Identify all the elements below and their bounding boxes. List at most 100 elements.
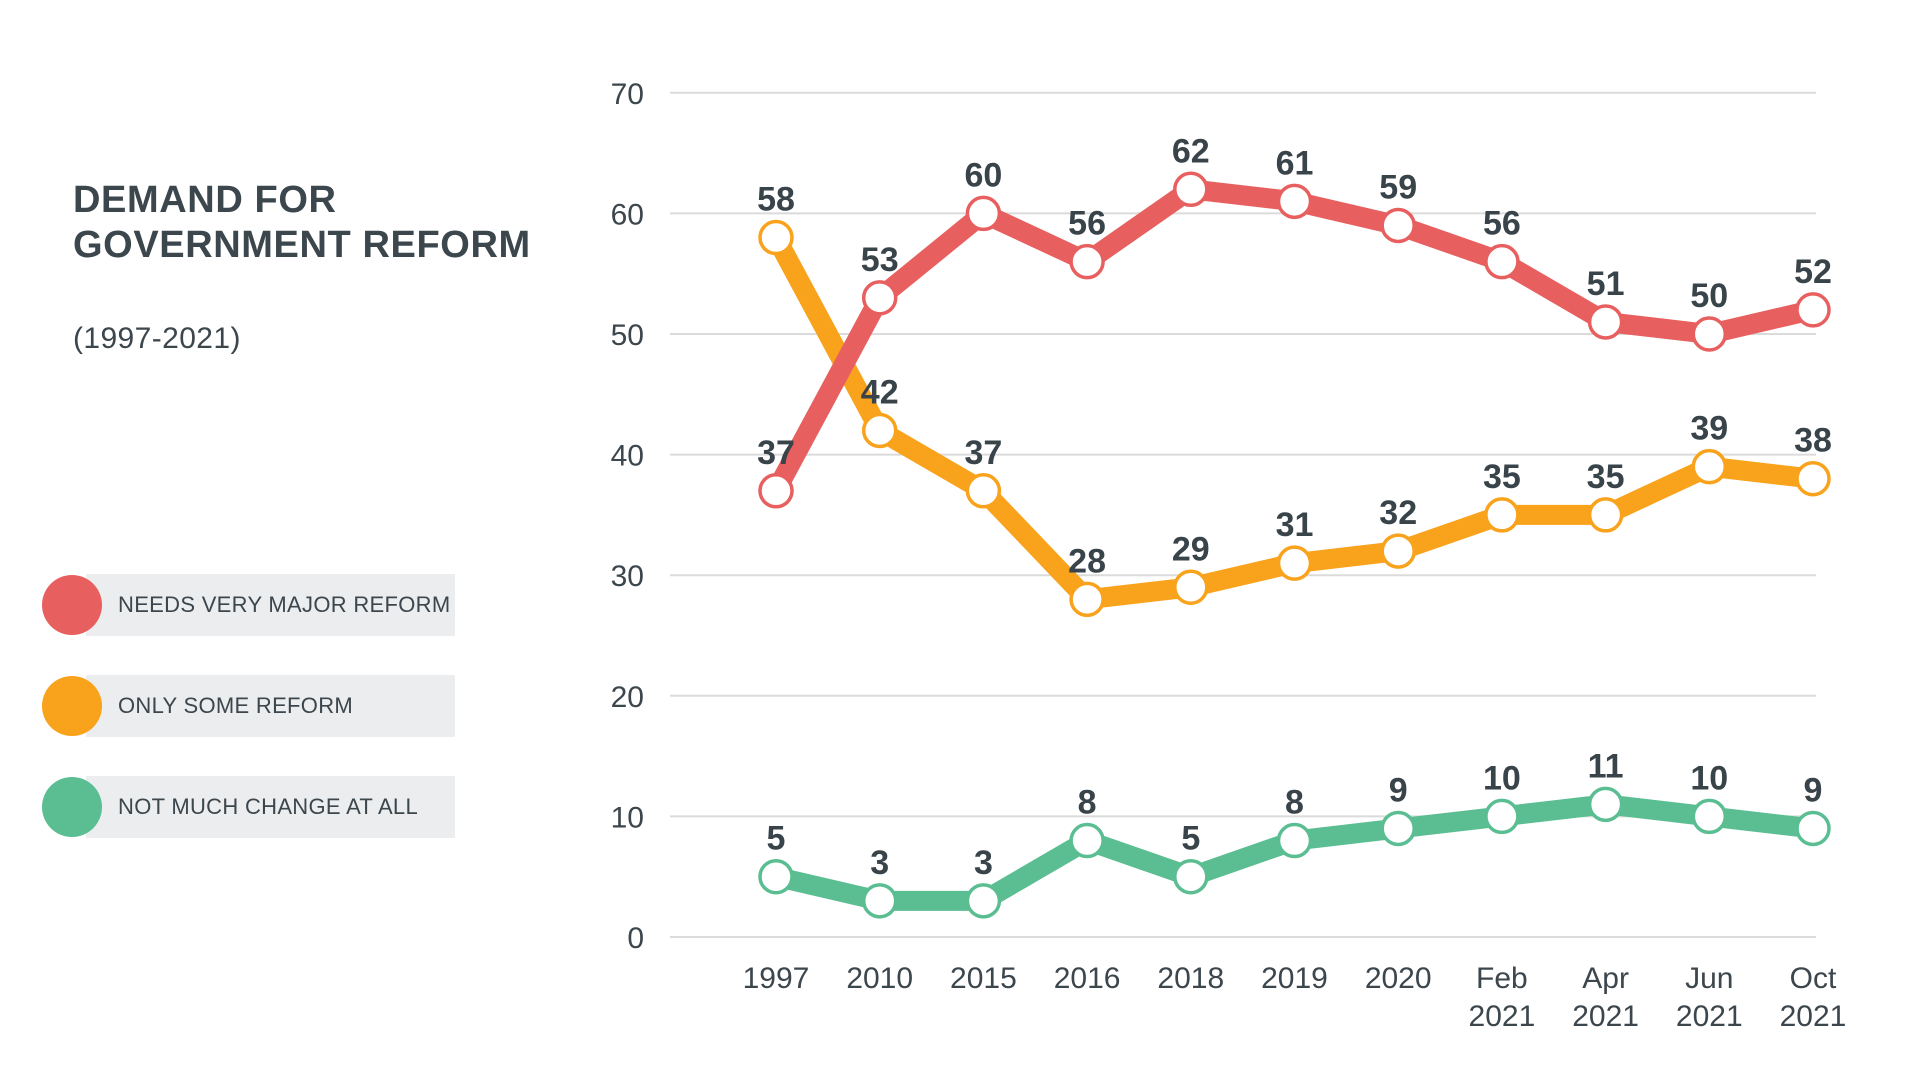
legend-item-0: NEEDS VERY MAJOR REFORM (42, 574, 455, 636)
legend-label: ONLY SOME REFORM (118, 693, 354, 718)
data-point-0-1 (861, 280, 898, 316)
data-point-1-5 (1276, 545, 1313, 581)
x-axis-tick-4: 2018 (1157, 962, 1224, 995)
data-label-0-6: 59 (1379, 168, 1417, 206)
data-label-2-8: 11 (1588, 747, 1624, 785)
data-label-2-5: 8 (1285, 784, 1304, 822)
data-point-0-0 (758, 473, 794, 509)
x-axis-tick-9: Jun 2021 (1676, 962, 1743, 1033)
chart-title: DEMAND FOR GOVERNMENT REFORM (73, 179, 531, 266)
data-label-1-9: 39 (1690, 410, 1728, 448)
y-axis-tick-10: 10 (611, 801, 644, 834)
x-axis-tick-1: 2010 (846, 962, 913, 995)
data-label-0-0: 37 (757, 434, 795, 472)
data-point-1-2 (965, 473, 1002, 509)
data-point-1-8 (1587, 497, 1624, 533)
data-point-2-4 (1173, 858, 1209, 895)
data-label-2-9: 10 (1690, 759, 1728, 797)
data-point-2-10 (1795, 810, 1831, 847)
title-block: DEMAND FOR GOVERNMENT REFORM (73, 178, 613, 268)
legend-chip (86, 675, 455, 737)
data-label-1-1: 42 (861, 373, 899, 411)
data-point-2-1 (861, 883, 898, 919)
data-point-0-4 (1173, 171, 1209, 208)
data-point-2-7 (1484, 798, 1520, 835)
legend-item-1: ONLY SOME REFORM (42, 675, 455, 737)
legend-chip (86, 776, 455, 838)
data-point-2-2 (965, 883, 1002, 919)
legend-color-dot (42, 777, 102, 837)
data-label-1-7: 35 (1483, 458, 1521, 496)
y-axis-tick-30: 30 (611, 560, 644, 593)
data-label-1-8: 35 (1587, 458, 1625, 496)
y-axis-tick-0: 0 (627, 922, 644, 955)
data-label-0-5: 61 (1276, 144, 1314, 182)
data-label-1-4: 29 (1172, 530, 1210, 568)
y-axis-tick-40: 40 (611, 440, 644, 473)
data-point-0-6 (1380, 207, 1416, 244)
data-label-2-1: 3 (870, 844, 889, 882)
series-line-0 (766, 179, 1823, 501)
data-point-2-9 (1691, 798, 1728, 835)
data-label-0-10: 52 (1794, 253, 1832, 291)
data-point-2-5 (1276, 822, 1313, 859)
data-point-1-6 (1380, 533, 1416, 569)
data-point-1-3 (1069, 581, 1105, 618)
legend-chip (86, 574, 455, 636)
data-point-2-6 (1380, 810, 1416, 847)
data-label-1-2: 37 (964, 434, 1002, 472)
y-axis-tick-20: 20 (611, 681, 644, 714)
data-label-0-7: 56 (1483, 205, 1521, 243)
data-label-2-6: 9 (1389, 771, 1408, 809)
data-point-2-0 (758, 858, 794, 895)
data-point-1-9 (1691, 448, 1728, 485)
legend-color-dot (42, 676, 102, 736)
data-label-1-5: 31 (1276, 506, 1314, 544)
x-axis-tick-7: Feb 2021 (1469, 962, 1536, 1033)
data-point-0-7 (1484, 243, 1520, 280)
y-axis-tick-50: 50 (611, 319, 644, 352)
legend-label: NEEDS VERY MAJOR REFORM (118, 592, 451, 617)
data-label-0-9: 50 (1690, 277, 1728, 315)
data-point-0-5 (1276, 183, 1313, 220)
data-label-0-1: 53 (861, 241, 899, 279)
data-label-1-10: 38 (1794, 422, 1832, 460)
data-label-2-2: 3 (974, 844, 993, 882)
data-label-1-0: 58 (757, 181, 795, 219)
y-axis-tick-70: 70 (611, 78, 644, 111)
legend-item-2: NOT MUCH CHANGE AT ALL (42, 776, 455, 838)
data-label-0-4: 62 (1172, 132, 1210, 170)
data-point-2-8 (1587, 786, 1624, 823)
x-axis-tick-0: 1997 (743, 962, 810, 995)
data-point-0-3 (1069, 243, 1105, 280)
data-point-0-9 (1691, 316, 1728, 352)
data-point-0-10 (1795, 292, 1831, 328)
x-axis-tick-8: Apr 2021 (1572, 962, 1639, 1033)
data-label-2-10: 9 (1804, 771, 1823, 809)
data-label-1-3: 28 (1068, 542, 1106, 580)
x-axis-tick-5: 2019 (1261, 962, 1328, 995)
data-label-2-3: 8 (1078, 784, 1097, 822)
data-point-1-10 (1795, 460, 1831, 497)
data-label-2-0: 5 (767, 820, 786, 858)
data-label-0-3: 56 (1068, 205, 1106, 243)
legend-label: NOT MUCH CHANGE AT ALL (118, 794, 419, 819)
x-axis-tick-3: 2016 (1054, 962, 1121, 995)
data-label-0-8: 51 (1587, 265, 1625, 303)
chart-subtitle: (1997-2021) (73, 322, 241, 355)
data-point-2-3 (1069, 822, 1105, 859)
x-axis-tick-10: Oct 2021 (1780, 962, 1847, 1033)
y-axis-tick-60: 60 (611, 198, 644, 231)
data-label-2-7: 10 (1483, 759, 1521, 797)
data-label-0-2: 60 (964, 156, 1002, 194)
data-point-0-8 (1587, 304, 1624, 340)
data-point-1-4 (1173, 569, 1209, 606)
x-axis-tick-6: 2020 (1365, 962, 1432, 995)
data-point-1-0 (758, 219, 794, 256)
data-point-1-1 (861, 412, 898, 449)
legend-color-dot (42, 575, 102, 635)
data-label-2-4: 5 (1181, 820, 1200, 858)
data-label-1-6: 32 (1379, 494, 1417, 532)
